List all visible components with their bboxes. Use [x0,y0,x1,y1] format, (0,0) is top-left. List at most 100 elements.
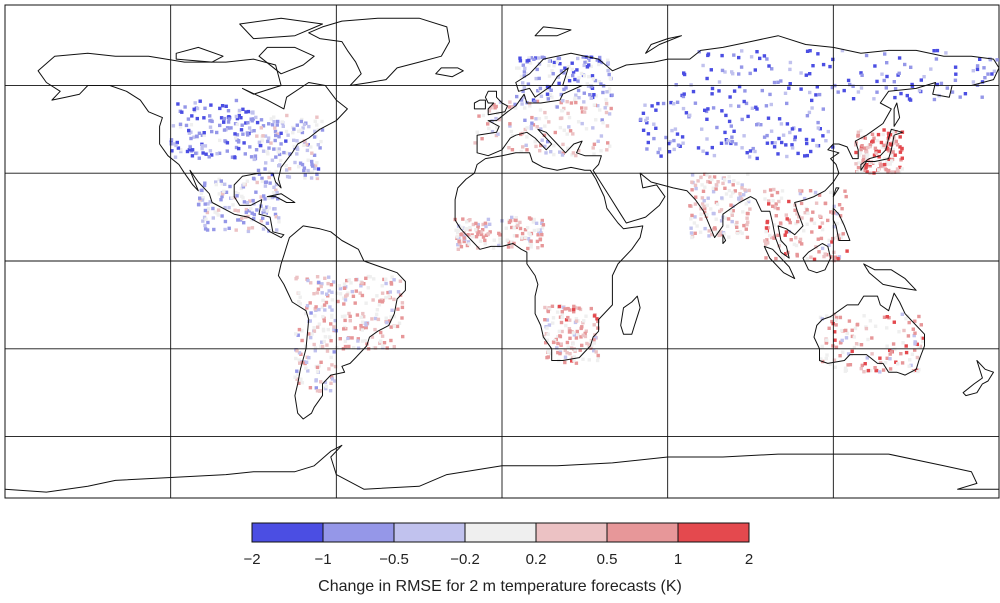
station-marker [189,130,193,134]
station-marker [315,389,320,393]
station-marker [278,158,283,163]
station-marker [294,332,298,336]
station-marker [322,319,326,323]
station-marker [197,131,202,135]
station-marker [700,127,704,131]
station-marker [263,134,268,138]
station-marker [522,95,526,99]
station-marker [527,231,531,235]
station-marker [227,117,231,121]
station-marker [798,240,802,244]
station-marker [766,116,771,120]
station-marker [192,107,196,111]
station-marker [711,190,716,194]
station-marker [864,326,869,331]
station-marker [795,252,799,257]
station-marker [560,312,564,316]
station-marker [814,245,818,249]
station-marker [350,336,354,340]
station-marker [844,328,848,333]
station-marker [216,213,220,217]
station-marker [711,186,715,190]
station-marker [866,145,870,150]
station-marker [540,138,544,142]
station-marker [873,64,877,68]
station-marker [305,142,309,147]
station-marker [563,360,567,365]
station-marker [834,345,839,349]
station-marker [720,233,724,237]
station-marker [245,131,250,135]
station-marker [323,276,327,280]
station-marker [536,246,540,250]
station-marker [826,218,830,223]
station-marker [292,127,296,131]
station-marker [896,362,900,366]
station-marker [726,138,730,143]
station-marker [567,79,572,83]
station-marker [710,177,714,182]
station-marker [510,148,515,152]
station-marker [203,202,207,206]
station-marker [701,189,706,193]
station-marker [780,253,785,257]
station-marker [386,290,390,295]
station-marker [225,149,229,153]
station-marker [910,84,915,88]
station-marker [824,341,828,345]
station-marker [548,93,553,97]
station-marker [803,154,807,158]
station-marker [293,160,297,165]
station-marker [641,128,646,132]
station-marker [714,183,719,187]
station-marker [556,350,560,355]
station-marker [373,316,378,321]
station-marker [816,52,820,56]
station-marker [596,104,600,108]
station-marker [870,132,875,136]
station-marker [567,330,572,334]
station-marker [763,189,767,194]
station-marker [492,103,496,107]
station-marker [907,364,911,368]
station-marker [330,308,334,312]
station-marker [539,127,543,131]
station-marker [975,67,980,72]
station-marker [484,224,488,229]
station-marker [909,65,913,69]
station-marker [233,132,237,136]
station-marker [726,217,731,221]
station-marker [897,330,901,334]
station-marker [806,211,810,215]
station-marker [576,333,580,337]
station-marker [889,143,893,147]
station-marker [564,323,568,328]
station-marker [219,198,223,202]
station-marker [857,161,861,165]
station-marker [568,308,572,312]
station-marker [856,342,861,347]
station-marker [854,150,858,155]
station-marker [465,220,469,224]
station-marker [777,117,782,121]
station-marker [306,168,310,173]
station-marker [344,294,348,298]
station-marker [738,230,742,234]
station-marker [859,128,863,133]
station-marker [834,314,839,318]
station-marker [309,335,313,340]
station-marker [497,117,502,122]
station-marker [471,222,476,227]
station-marker [568,336,572,340]
station-marker [274,133,278,138]
station-marker [765,133,769,138]
station-marker [235,133,240,137]
station-marker [980,95,984,99]
station-marker [244,110,248,114]
station-marker [818,315,823,320]
station-marker [356,346,361,350]
station-marker [744,202,748,206]
station-marker [206,207,211,211]
station-marker [571,132,575,136]
station-marker [373,346,378,350]
